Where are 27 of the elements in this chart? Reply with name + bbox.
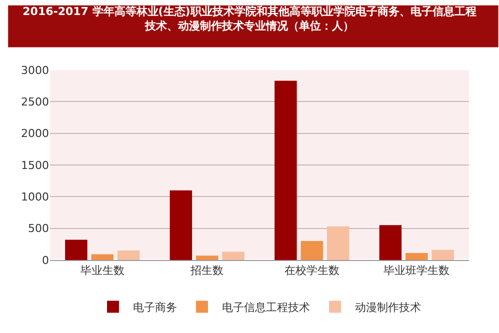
bar (196, 256, 218, 260)
legend-label: 动漫制作技术 (355, 301, 421, 314)
y-tick-label: 3000 (21, 64, 49, 77)
bar (117, 250, 140, 260)
y-tick-label: 500 (28, 222, 49, 236)
bar (91, 254, 114, 260)
legend-label: 电子商务 (133, 301, 177, 314)
bar (326, 226, 350, 260)
bar (432, 250, 454, 260)
y-tick-label: 2000 (21, 127, 49, 140)
bar (379, 225, 402, 260)
x-tick-label: 毕业班学生数 (384, 264, 450, 278)
y-tick-label: 0 (42, 254, 49, 267)
x-tick-label: 招生数 (190, 264, 224, 278)
y-tick-label: 2500 (21, 96, 49, 109)
bar (170, 190, 192, 260)
y-tick-label: 1500 (21, 158, 49, 172)
bar (300, 241, 323, 260)
y-tick-label: 1000 (21, 190, 49, 204)
x-tick-label: 毕业生数 (80, 264, 124, 278)
bar (406, 253, 428, 260)
bar (65, 240, 88, 260)
legend-label: 电子信息工程技术 (222, 301, 310, 314)
x-tick-label: 在校学生数 (284, 264, 340, 278)
bar (274, 80, 297, 260)
bar (222, 252, 244, 260)
chart-title: 2016-2017 学年高等林业(生态)职业技术学院和其他高等职业学院电子商务、电子信息工程技术、动漫制作技术专业情况（单位：人） (22, 4, 476, 32)
